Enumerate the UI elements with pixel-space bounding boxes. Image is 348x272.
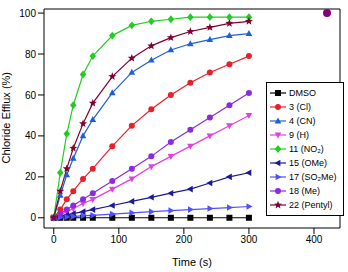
svg-text:40: 40 — [25, 130, 37, 141]
html-text:11 (NO₂): 11 (NO₂) — [289, 144, 324, 154]
html-text:17 (SO₂Me): 17 (SO₂Me) — [289, 172, 337, 182]
html-text:15 (OMe): 15 (OMe) — [289, 158, 327, 168]
svg-text:100: 100 — [19, 8, 36, 19]
svg-text:0: 0 — [51, 234, 57, 245]
svg-text:20: 20 — [25, 171, 37, 182]
html-text:DMSO: DMSO — [289, 88, 316, 98]
svg-text:200: 200 — [176, 234, 193, 245]
svg-text:60: 60 — [25, 90, 37, 101]
svg-text:300: 300 — [241, 234, 258, 245]
svg-text:80: 80 — [25, 49, 37, 60]
svg-text:100: 100 — [110, 234, 127, 245]
svg-text:0: 0 — [30, 212, 36, 223]
html-text:4 (CN): 4 (CN) — [289, 116, 316, 126]
svg-text:Time (s): Time (s) — [172, 256, 212, 268]
svg-text:Chloride Efflux (%): Chloride Efflux (%) — [8, 72, 12, 164]
svg-text:400: 400 — [306, 234, 323, 245]
html-text:9 (H): 9 (H) — [289, 130, 309, 140]
html-text:18 (Me): 18 (Me) — [289, 186, 320, 196]
html-text:3 (Cl): 3 (Cl) — [289, 102, 311, 112]
html-text:22 (Pentyl): 22 (Pentyl) — [289, 200, 333, 210]
